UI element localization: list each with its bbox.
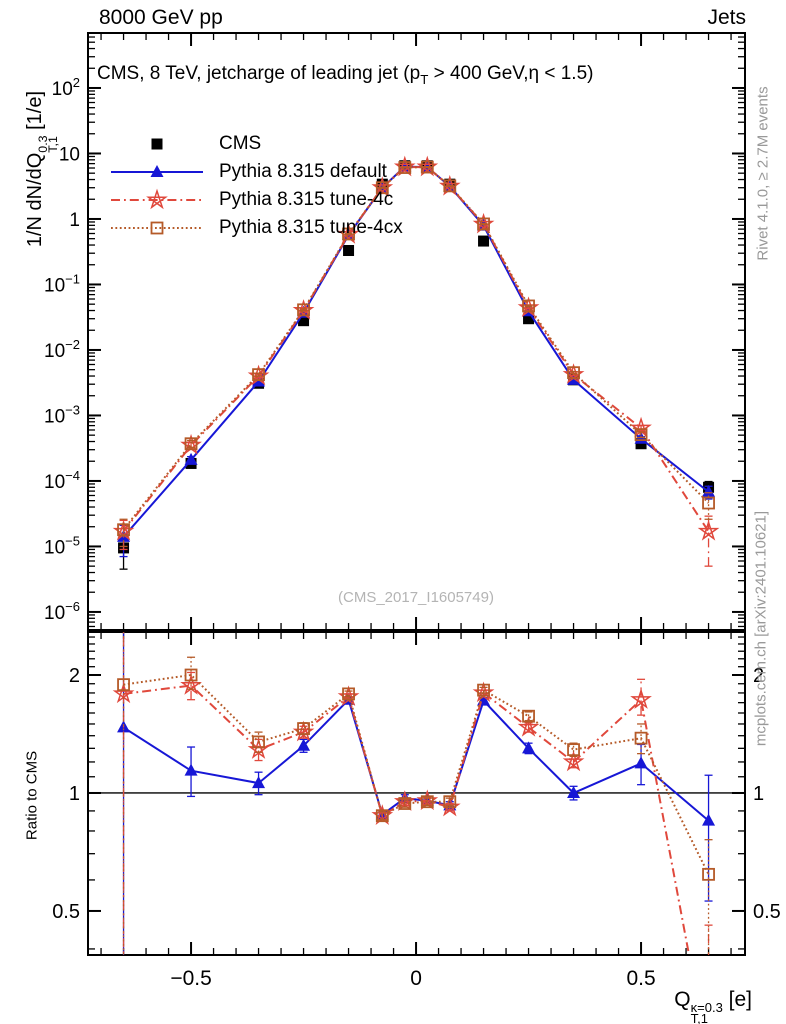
x-tick-label: −0.5 (170, 967, 211, 990)
ratio-series-pythia-tune4c (112, 632, 713, 955)
pythia-tune4cx-marker-icon (107, 215, 207, 241)
y-axis-title-stack: 0.3 T,1 (36, 135, 61, 153)
ratio-series-pythia-tune4cx (117, 632, 715, 955)
analysis-id-watermark: (CMS_2017_I1605749) (338, 589, 494, 606)
pythia-default-marker-icon (107, 159, 207, 185)
legend-row-pythia-tune4c: Pythia 8.315 tune-4c (107, 186, 403, 214)
y-tick-label: 10−5 (44, 533, 80, 558)
ratio-axis-title: Ratio to CMS (23, 750, 41, 841)
y-tick-label: 1 (69, 210, 80, 231)
y-axis-title: 1/N dN/dQ 0.3 T,1 [1/e] (24, 39, 60, 299)
legend-row-pythia-tune4cx: Pythia 8.315 tune-4cx (107, 214, 403, 242)
legend-row-cms: CMS (107, 130, 403, 158)
process-label: Jets (707, 6, 746, 29)
legend-label-pythia-tune4c: Pythia 8.315 tune-4c (219, 189, 394, 210)
legend-label-cms: CMS (219, 133, 262, 154)
plot-title-post: > 400 GeV,η < 1.5) (428, 63, 594, 84)
ratio-series-pythia-default (117, 632, 716, 955)
main-series-pythia-tune4cx (117, 160, 715, 548)
plot-title: CMS, 8 TeV, jetcharge of leading jet (pT… (97, 63, 745, 87)
beam-energy-label: 8000 GeV pp (99, 6, 223, 29)
plot-title-pre: CMS, 8 TeV, jetcharge of leading jet (p (97, 63, 421, 84)
x-tick-label: 0 (410, 967, 422, 990)
x-axis-title-sub: T,1 (690, 1011, 708, 1024)
x-axis-title-pre: Q (674, 988, 691, 1011)
y-axis-title-post: [1/e] (23, 90, 46, 136)
x-axis-title-sup: κ=0.3 (690, 999, 723, 1015)
y-tick-label: 10−2 (44, 337, 80, 362)
ratio-tick-label-left: 0.5 (52, 901, 80, 923)
y-tick-label: 10 (59, 144, 80, 165)
ratio-tick-label-right: 1 (753, 783, 764, 805)
cms-marker-icon (107, 131, 207, 157)
legend-label-pythia-tune4cx: Pythia 8.315 tune-4cx (219, 217, 403, 238)
ratio-tick-label-right: 2 (753, 665, 764, 687)
ratio-tick-label-right: 0.5 (753, 901, 781, 923)
mcplots-arxiv-note: mcplots.cern.ch [arXiv:2401.10621] (752, 510, 770, 747)
plot-title-sub: T (420, 71, 429, 87)
ratio-tick-label-left: 1 (69, 783, 80, 805)
y-tick-label: 10−3 (44, 402, 80, 427)
x-axis-title-post: [e] (722, 988, 752, 1011)
y-axis-title-sub: T,1 (46, 136, 61, 153)
x-axis-title-stack: κ=0.3 T,1 (690, 999, 723, 1024)
y-tick-label: 10−4 (44, 468, 80, 493)
pythia-tune4c-marker-icon (107, 187, 207, 213)
ratio-tick-label-left: 2 (69, 665, 80, 687)
legend-label-pythia-default: Pythia 8.315 default (219, 161, 387, 182)
x-tick-label: 0.5 (626, 967, 655, 990)
legend-row-pythia-default: Pythia 8.315 default (107, 158, 403, 186)
y-tick-label: 10−6 (44, 599, 80, 624)
rivet-version-note: Rivet 4.1.0, ≥ 2.7M events (754, 86, 772, 261)
legend: CMS Pythia 8.315 default Pythia 8.315 tu… (107, 130, 403, 242)
y-axis-title-pre: 1/N dN/dQ (23, 152, 46, 248)
